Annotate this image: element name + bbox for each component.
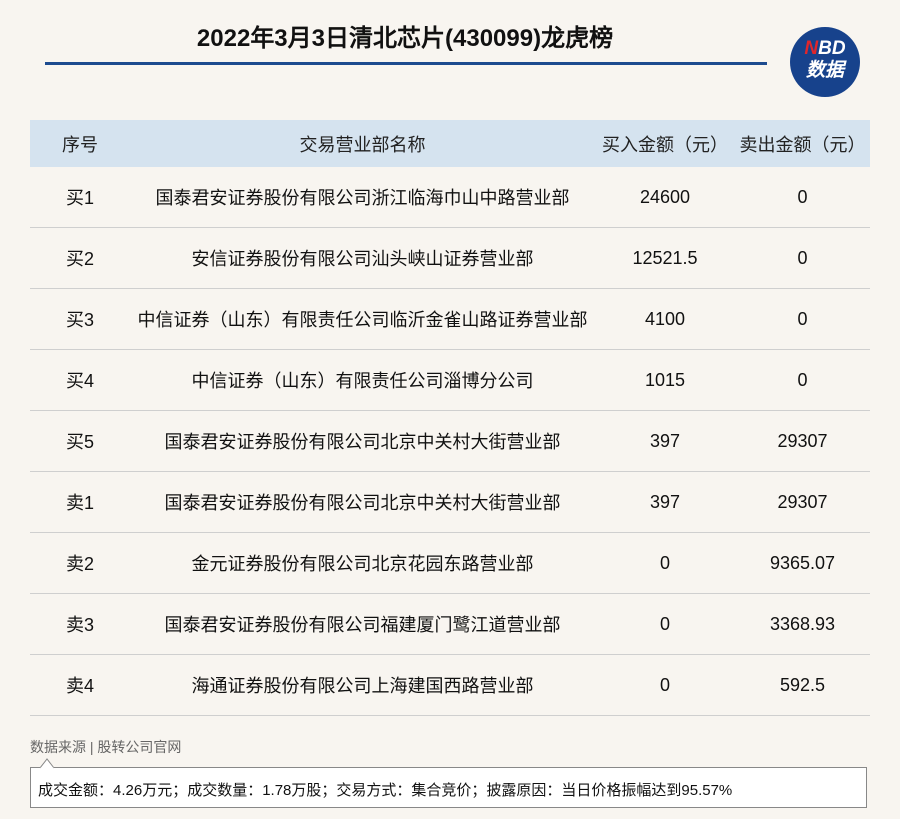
header-cell: 卖出金额（元） (739, 134, 866, 155)
table-cell: 海通证券股份有限公司上海建国西路营业部 (191, 676, 534, 696)
logo-sub: 数据 (805, 60, 844, 81)
table-row: 卖4 海通证券股份有限公司上海建国西路营业部 0 592.5 (30, 655, 870, 716)
table-row: 买4 中信证券（山东）有限责任公司淄博分公司 1015 0 (30, 350, 870, 411)
table-cell: 买4 (65, 371, 94, 391)
table-cell: 安信证券股份有限公司汕头峡山证券营业部 (191, 249, 534, 269)
table-cell: 0 (797, 186, 808, 207)
logo: NBD 数据 (790, 27, 860, 97)
table-row: 买1 国泰君安证券股份有限公司浙江临海巾山中路营业部 24600 0 (30, 167, 870, 228)
table-cell: 卖3 (65, 615, 94, 635)
table: 序号 交易营业部名称 买入金额（元） 卖出金额（元） 买1 国泰君安证券股份有限公司浙江临… (30, 120, 870, 716)
table-row: 买2 安信证券股份有限公司汕头峡山证券营业部 12521.5 0 (30, 228, 870, 289)
table-cell: 592.5 (779, 674, 826, 695)
logo-rest: BD (818, 38, 846, 59)
table-row: 卖1 国泰君安证券股份有限公司北京中关村大街营业部 397 29307 (30, 472, 870, 533)
table-cell: 0 (797, 369, 808, 390)
table-cell: 0 (797, 308, 808, 329)
table-cell: 3368.93 (769, 613, 836, 634)
table-cell: 0 (659, 613, 670, 634)
table-cell: 国泰君安证券股份有限公司北京中关村大街营业部 (164, 432, 561, 452)
table-cell: 29307 (777, 430, 828, 451)
table-row: 买5 国泰君安证券股份有限公司北京中关村大街营业部 397 29307 (30, 411, 870, 472)
table-cell: 买2 (65, 249, 94, 269)
table-cell: 卖2 (65, 554, 94, 574)
table-row: 买3 中信证券（山东）有限责任公司临沂金雀山路证券营业部 4100 0 (30, 289, 870, 350)
header-row: 序号 交易营业部名称 买入金额（元） 卖出金额（元） (30, 120, 870, 167)
logo-mark: NBD (790, 39, 860, 59)
table-cell: 0 (659, 674, 670, 695)
title: 2022年3月3日清北芯片(430099)龙虎榜 (196, 25, 614, 52)
table-cell: 国泰君安证券股份有限公司福建厦门鹭江道营业部 (164, 615, 561, 635)
table-cell: 0 (797, 247, 808, 268)
note: 成交金额：4.26万元；成交数量：1.78万股；交易方式：集合竞价；披露原因：当… (30, 767, 867, 808)
table-cell: 买1 (65, 188, 94, 208)
logo-accent: N (804, 38, 819, 59)
header-cell: 买入金额（元） (602, 134, 728, 155)
source: 数据来源 | 股转公司官网 (30, 739, 182, 755)
table-row: 卖3 国泰君安证券股份有限公司福建厦门鹭江道营业部 0 3368.93 (30, 594, 870, 655)
header-cell: 序号 (62, 134, 98, 155)
table-cell: 卖4 (65, 676, 94, 696)
table-cell: 中信证券（山东）有限责任公司淄博分公司 (191, 371, 534, 391)
table-cell: 买5 (65, 432, 94, 452)
table-cell: 买3 (65, 310, 94, 330)
table-cell: 29307 (777, 491, 828, 512)
table-cell: 1015 (644, 369, 686, 390)
table-cell: 4100 (644, 308, 686, 329)
title-rule (45, 62, 767, 65)
table-cell: 国泰君安证券股份有限公司北京中关村大街营业部 (164, 493, 561, 513)
header-cell: 交易营业部名称 (299, 134, 426, 155)
note-pointer (40, 758, 55, 769)
table-cell: 中信证券（山东）有限责任公司临沂金雀山路证券营业部 (137, 310, 588, 330)
table-row: 卖2 金元证券股份有限公司北京花园东路营业部 0 9365.07 (30, 533, 870, 594)
table-cell: 397 (649, 491, 681, 512)
table-cell: 卖1 (65, 493, 94, 513)
table-cell: 397 (649, 430, 681, 451)
table-cell: 12521.5 (632, 247, 698, 268)
table-cell: 金元证券股份有限公司北京花园东路营业部 (191, 554, 534, 574)
table-cell: 国泰君安证券股份有限公司浙江临海巾山中路营业部 (155, 188, 570, 208)
table-cell: 9365.07 (769, 552, 836, 573)
table-cell: 24600 (639, 186, 691, 207)
table-cell: 0 (659, 552, 670, 573)
